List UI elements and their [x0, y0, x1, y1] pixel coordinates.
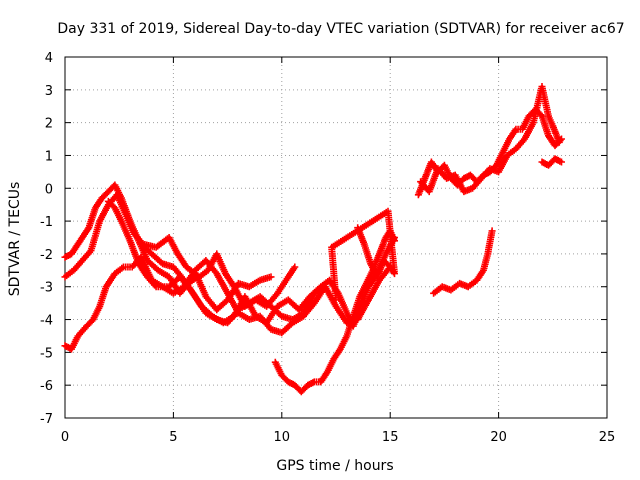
series-markers — [137, 240, 394, 327]
y-tick-label: 4 — [45, 51, 53, 66]
series-markers — [538, 155, 565, 169]
series-trace — [414, 106, 565, 199]
y-tick-label: -3 — [40, 281, 53, 296]
y-tick-label: 1 — [45, 149, 53, 164]
series-trace — [538, 155, 565, 169]
series-trace — [137, 240, 394, 327]
x-axis-label: GPS time / hours — [276, 458, 393, 474]
series-markers — [414, 106, 565, 199]
data-marks — [61, 83, 565, 396]
y-tick-label: -4 — [40, 314, 53, 329]
y-tick-label: -2 — [40, 248, 53, 263]
x-tick-label: 0 — [61, 430, 69, 445]
series-markers — [430, 227, 496, 297]
y-tick-label: 2 — [45, 117, 53, 132]
x-tick-label: 25 — [599, 430, 616, 445]
x-tick-label: 10 — [274, 430, 291, 445]
x-tick-label: 20 — [490, 430, 507, 445]
y-tick-label: -7 — [40, 412, 53, 427]
plot-frame — [64, 56, 608, 419]
chart-title: Day 331 of 2019, Sidereal Day-to-day VTE… — [57, 21, 624, 37]
y-tick-labels: -7 -6 -5 -4 -3 -2 -1 0 1 2 3 4 — [40, 51, 53, 427]
series-markers — [328, 207, 398, 304]
y-tick-label: -1 — [40, 215, 53, 230]
series-trace — [417, 83, 563, 196]
series-markers — [417, 83, 563, 196]
series-trace — [271, 227, 398, 396]
x-tick-label: 15 — [382, 430, 399, 445]
series-markers — [271, 227, 398, 396]
y-tick-label: 3 — [45, 84, 53, 99]
x-tick-labels: 0 5 10 15 20 25 — [61, 430, 615, 445]
gridlines — [65, 57, 607, 418]
series-trace — [328, 207, 398, 304]
axis-ticks — [64, 56, 608, 419]
y-tick-label: 0 — [45, 182, 53, 197]
y-axis-label: SDTVAR / TECUs — [7, 182, 23, 297]
series-trace — [430, 227, 496, 297]
y-tick-label: -6 — [40, 379, 53, 394]
y-tick-label: -5 — [40, 346, 53, 361]
x-tick-label: 5 — [169, 430, 177, 445]
